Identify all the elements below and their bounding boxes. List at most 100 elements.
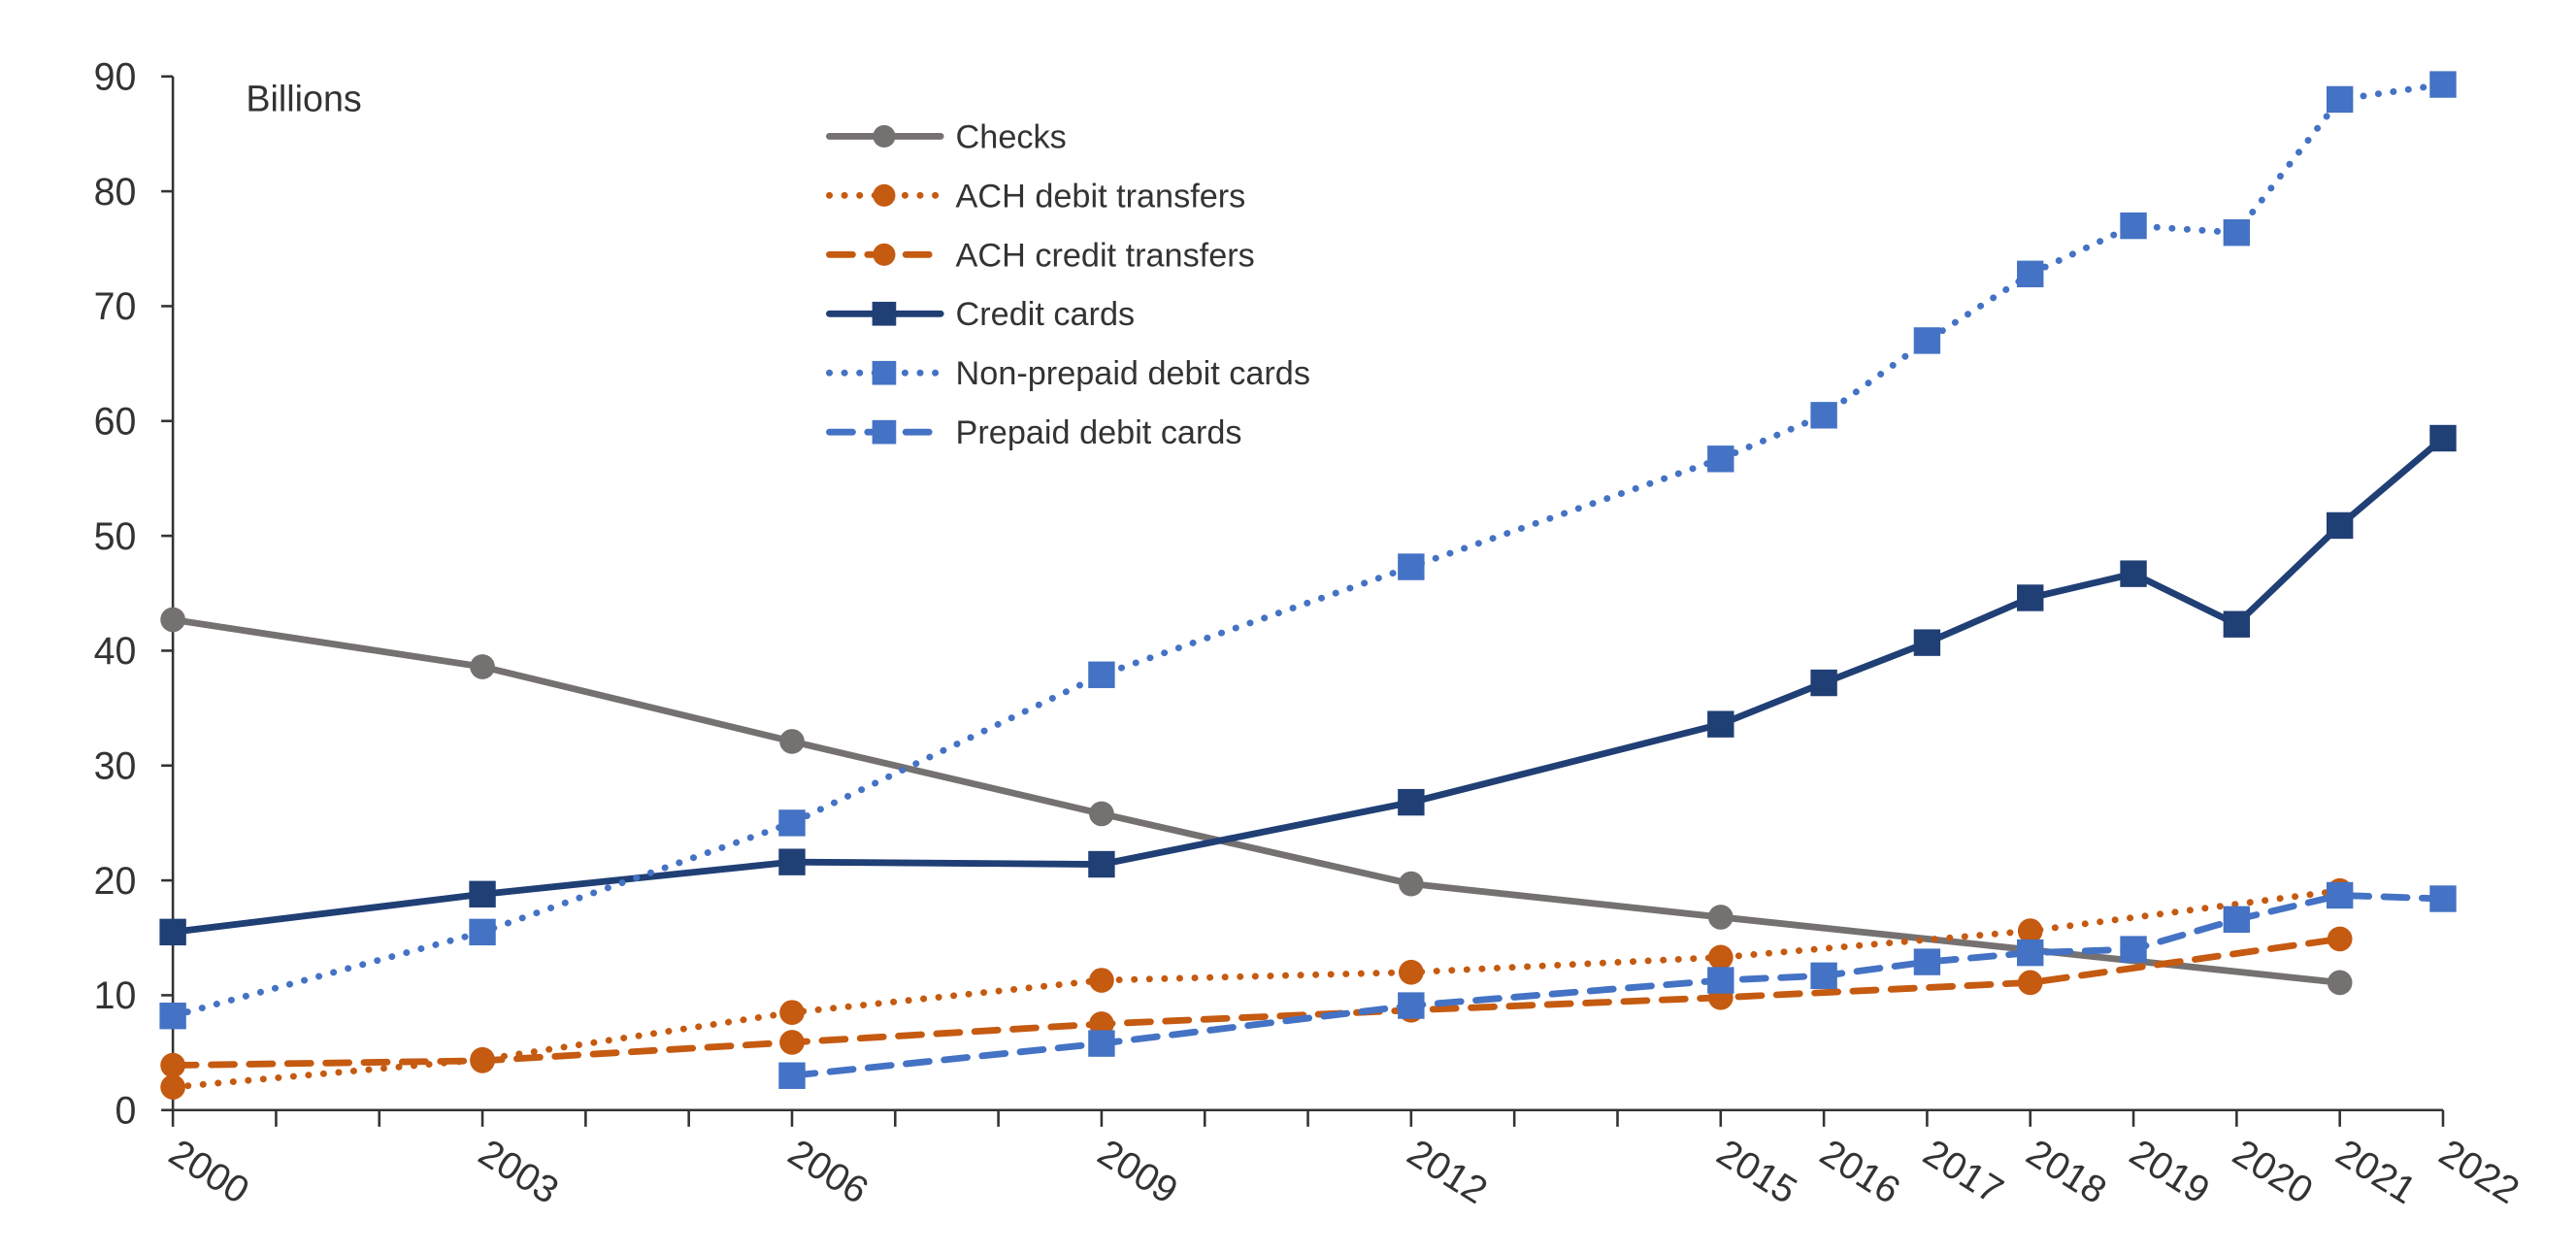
x-tick-label: 2019 xyxy=(2122,1131,2217,1212)
data-point xyxy=(778,1062,806,1089)
x-tick-label: 2020 xyxy=(2226,1131,2321,1212)
data-point xyxy=(1088,661,1115,688)
series-line xyxy=(169,81,2447,1020)
x-tick-label: 2022 xyxy=(2431,1131,2526,1212)
data-point xyxy=(2429,71,2457,98)
x-tick-label: 2003 xyxy=(471,1131,566,1212)
data-point xyxy=(2429,424,2457,452)
data-point xyxy=(1707,944,1734,971)
data-point xyxy=(160,607,185,633)
y-axis-unit-label: Billions xyxy=(246,79,361,119)
legend-marker-swatch xyxy=(872,419,897,445)
legend-label: Credit cards xyxy=(956,296,1136,333)
legend-item: Credit cards xyxy=(826,296,1136,333)
data-point xyxy=(2120,936,2147,963)
data-point xyxy=(469,880,496,907)
data-point xyxy=(160,1052,185,1078)
x-tick-label: 2012 xyxy=(1400,1131,1495,1212)
data-point xyxy=(779,729,805,754)
series-line xyxy=(169,887,2344,1091)
series-non-prepaid-debit-cards xyxy=(159,71,2457,1030)
legend-label: ACH debit transfers xyxy=(956,178,1246,214)
y-tick-label: 50 xyxy=(94,515,137,558)
data-point xyxy=(2429,885,2457,912)
data-point xyxy=(2327,970,2353,996)
axes: 0 10 20 30 40 50 60 70 80 90 2000 2003 2006 2009 2012 2… xyxy=(94,55,2526,1212)
legend-marker-swatch xyxy=(873,243,896,266)
data-point xyxy=(2017,918,2043,943)
legend-item: Prepaid debit cards xyxy=(826,414,1242,451)
x-tick-label: 2006 xyxy=(780,1131,875,1212)
data-point xyxy=(1089,968,1114,993)
legend-label: ACH credit transfers xyxy=(956,237,1255,274)
data-point xyxy=(1707,967,1734,994)
legend-marker-swatch xyxy=(872,301,897,326)
legend-marker-swatch xyxy=(873,183,896,207)
y-tick-label: 40 xyxy=(94,630,137,673)
data-point xyxy=(1088,1030,1115,1057)
data-point xyxy=(1810,669,1837,697)
y-tick-label: 10 xyxy=(94,974,137,1017)
y-tick-label: 70 xyxy=(94,285,137,328)
y-tick-label: 0 xyxy=(116,1089,137,1132)
data-point xyxy=(2223,610,2251,638)
data-point xyxy=(1810,962,1837,989)
legend-label: Non-prepaid debit cards xyxy=(956,355,1310,392)
data-point xyxy=(2017,939,2044,967)
data-point xyxy=(1913,948,1941,975)
data-point xyxy=(1707,445,1734,473)
series-group xyxy=(159,71,2457,1100)
data-point xyxy=(2017,970,2043,996)
legend-item: ACH debit transfers xyxy=(826,178,1246,214)
series-credit-cards xyxy=(159,424,2457,946)
data-point xyxy=(1399,871,1424,897)
data-point xyxy=(1088,850,1115,878)
data-point xyxy=(159,918,186,946)
data-point xyxy=(1399,959,1424,985)
series-line xyxy=(169,616,2344,986)
y-tick-label: 60 xyxy=(94,400,137,443)
data-point xyxy=(779,1030,805,1055)
data-point xyxy=(469,918,496,946)
y-tick-label: 90 xyxy=(94,55,137,98)
data-point xyxy=(2223,906,2251,934)
legend-marker-swatch xyxy=(873,124,896,148)
data-point xyxy=(2120,560,2147,587)
x-tick-label: 2016 xyxy=(1812,1131,1907,1212)
legend-label: Checks xyxy=(956,118,1067,155)
legend-marker-swatch xyxy=(872,360,897,385)
data-point xyxy=(779,1000,805,1026)
data-point xyxy=(1398,553,1425,580)
y-tick-label: 30 xyxy=(94,744,137,787)
data-point xyxy=(2326,85,2354,114)
legend: Checks ACH debit transfers ACH credit tran… xyxy=(826,118,1310,451)
series-prepaid-debit-cards xyxy=(778,881,2457,1089)
legend-label: Prepaid debit cards xyxy=(956,414,1242,451)
legend-item: ACH credit transfers xyxy=(826,237,1255,274)
data-point xyxy=(470,1048,495,1073)
series-line xyxy=(788,892,2447,1079)
x-tick-label: 2017 xyxy=(1916,1131,2011,1212)
data-point xyxy=(2017,260,2044,287)
data-point xyxy=(470,654,495,679)
data-point xyxy=(2326,881,2354,909)
data-point xyxy=(1707,905,1734,930)
data-point xyxy=(2327,926,2353,952)
x-tick-label: 2018 xyxy=(2019,1131,2114,1212)
data-point xyxy=(1707,710,1734,738)
series-checks xyxy=(160,607,2353,996)
data-point xyxy=(2326,511,2354,540)
y-tick-label: 20 xyxy=(94,860,137,903)
y-tick-label: 80 xyxy=(94,171,137,214)
data-point xyxy=(1398,992,1425,1019)
data-point xyxy=(2017,584,2044,611)
data-point xyxy=(778,848,806,875)
data-point xyxy=(1398,788,1425,816)
data-point xyxy=(160,1074,185,1100)
x-tick-label: 2000 xyxy=(161,1131,256,1212)
data-point xyxy=(1913,327,1941,354)
data-point xyxy=(2223,218,2251,247)
data-point xyxy=(1089,801,1114,827)
x-tick-label: 2015 xyxy=(1709,1131,1804,1212)
legend-item: Checks xyxy=(826,118,1067,155)
